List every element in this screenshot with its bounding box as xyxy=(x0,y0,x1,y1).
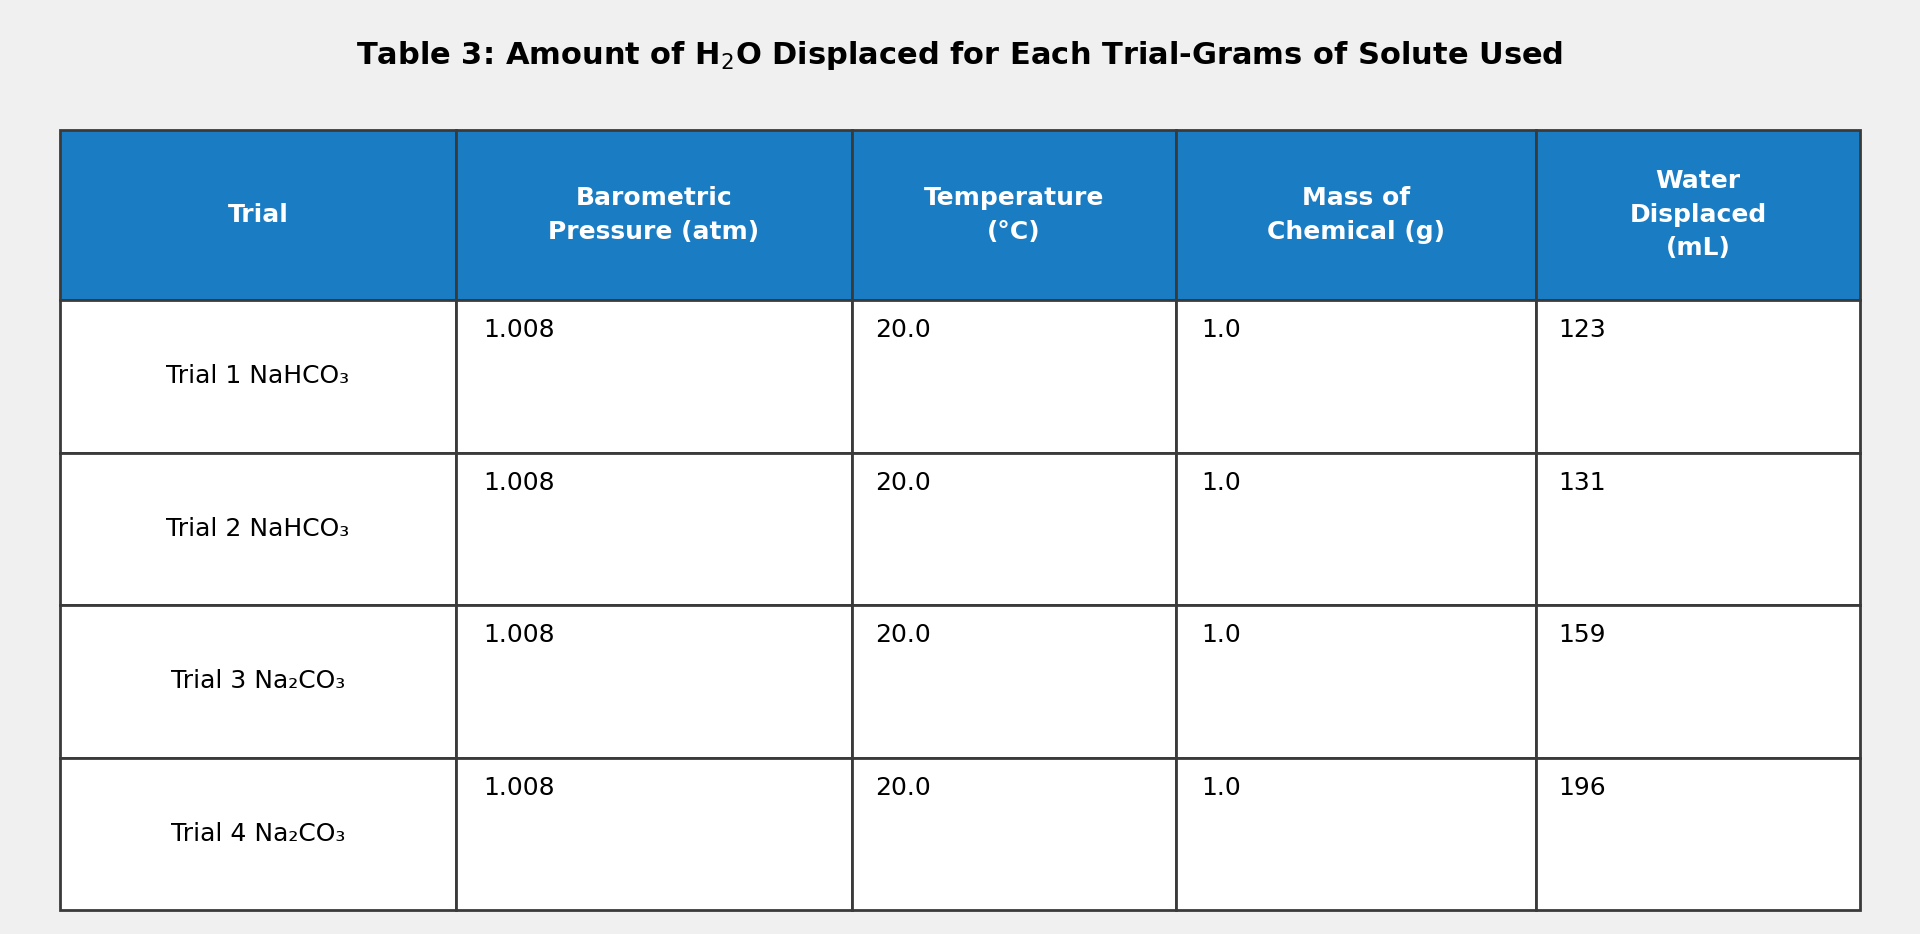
Text: Trial 3 Na₂CO₃: Trial 3 Na₂CO₃ xyxy=(171,670,346,693)
Text: 1.008: 1.008 xyxy=(484,471,555,495)
Bar xyxy=(60,605,457,757)
Text: 1.008: 1.008 xyxy=(484,623,555,647)
Text: Table 3: Amount of H$_2$O Displaced for Each Trial-Grams of Solute Used: Table 3: Amount of H$_2$O Displaced for … xyxy=(357,38,1563,72)
Bar xyxy=(1175,757,1536,910)
Text: 20.0: 20.0 xyxy=(876,623,931,647)
Text: Trial 2 NaHCO₃: Trial 2 NaHCO₃ xyxy=(167,517,349,541)
Bar xyxy=(1175,300,1536,452)
Text: 1.0: 1.0 xyxy=(1202,318,1240,342)
Bar xyxy=(852,452,1175,605)
Text: Temperature
(°C): Temperature (°C) xyxy=(924,186,1104,244)
Bar xyxy=(1536,130,1860,300)
Text: 1.0: 1.0 xyxy=(1202,471,1240,495)
Bar xyxy=(60,452,457,605)
Text: 1.008: 1.008 xyxy=(484,776,555,800)
Bar xyxy=(1536,300,1860,452)
Text: 123: 123 xyxy=(1559,318,1607,342)
Text: 20.0: 20.0 xyxy=(876,318,931,342)
Text: Barometric
Pressure (atm): Barometric Pressure (atm) xyxy=(549,186,760,244)
Text: 1.0: 1.0 xyxy=(1202,776,1240,800)
Bar xyxy=(1175,452,1536,605)
Bar xyxy=(457,605,852,757)
Text: Water
Displaced
(mL): Water Displaced (mL) xyxy=(1630,169,1766,261)
Text: Trial 4 Na₂CO₃: Trial 4 Na₂CO₃ xyxy=(171,822,346,846)
Text: 159: 159 xyxy=(1559,623,1607,647)
Bar xyxy=(852,605,1175,757)
Text: Trial: Trial xyxy=(228,203,288,227)
Text: 20.0: 20.0 xyxy=(876,776,931,800)
Text: Mass of
Chemical (g): Mass of Chemical (g) xyxy=(1267,186,1446,244)
Bar xyxy=(457,300,852,452)
Bar xyxy=(60,130,457,300)
Bar xyxy=(1536,757,1860,910)
Bar xyxy=(60,300,457,452)
Bar xyxy=(457,757,852,910)
Bar xyxy=(1175,130,1536,300)
Bar xyxy=(457,452,852,605)
Text: 131: 131 xyxy=(1559,471,1607,495)
Text: Trial 1 NaHCO₃: Trial 1 NaHCO₃ xyxy=(167,364,349,389)
Bar xyxy=(1175,605,1536,757)
Bar xyxy=(852,300,1175,452)
Bar xyxy=(852,130,1175,300)
Bar xyxy=(60,757,457,910)
Bar xyxy=(852,757,1175,910)
Bar xyxy=(1536,452,1860,605)
Bar xyxy=(457,130,852,300)
Text: 20.0: 20.0 xyxy=(876,471,931,495)
Text: 1.0: 1.0 xyxy=(1202,623,1240,647)
Text: 1.008: 1.008 xyxy=(484,318,555,342)
Text: 196: 196 xyxy=(1559,776,1607,800)
Bar xyxy=(1536,605,1860,757)
